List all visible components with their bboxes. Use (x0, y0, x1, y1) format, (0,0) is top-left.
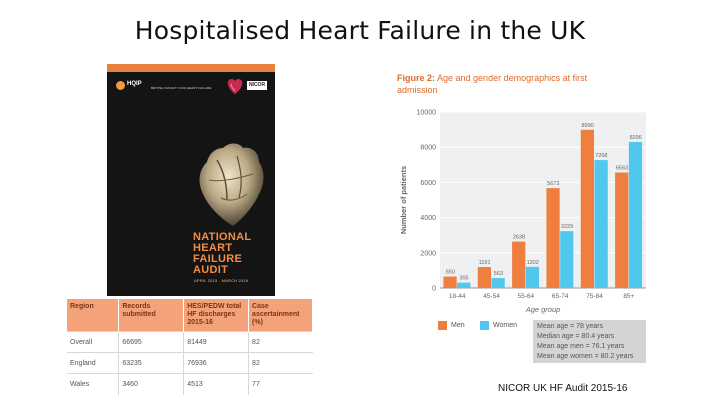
table-header-cell: HES/PEDW total HF discharges 2015-16 (183, 299, 250, 332)
bar-men (512, 241, 526, 288)
table-row: Overall 66695 81449 82 (67, 330, 313, 353)
bar-women (560, 231, 574, 288)
heart-logo-icon (227, 79, 243, 95)
bar-men (477, 267, 491, 288)
source-caption: NICOR UK HF Audit 2015-16 (498, 383, 628, 394)
table-header-cell: Region (67, 299, 120, 332)
y-tick-label: 8000 (420, 145, 436, 152)
x-tick-label: 85+ (623, 293, 634, 300)
data-label: 563 (494, 271, 503, 277)
table-cell: Overall (67, 330, 120, 353)
data-label: 650 (446, 270, 455, 276)
cover-title-line: FAILURE (193, 253, 243, 265)
y-tick-label: 2000 (420, 250, 436, 257)
bar-men (443, 276, 457, 288)
table-cell: 4513 (183, 373, 250, 395)
age-gender-bar-chart: 0 2000 4000 6000 8000 10000 650 305 18-44 1191563… (399, 110, 646, 314)
plot-background (440, 112, 646, 288)
table-cell: 77 (248, 373, 313, 395)
slide-title: Hospitalised Heart Failure in the UK (134, 16, 586, 45)
bar-men (615, 172, 629, 288)
table-row: England 63235 76936 82 (67, 352, 313, 374)
x-tick-label: 65-74 (552, 293, 569, 300)
x-tick-label: 18-44 (449, 293, 466, 300)
bar-women (594, 160, 608, 288)
bar-men (580, 129, 594, 288)
legend-swatch (480, 321, 489, 330)
figure-title: Figure 2: Age and gender demographics at… (397, 72, 627, 96)
bar-women (457, 282, 471, 288)
age-stats-box: Mean age = 78 years Median age = 80.4 ye… (533, 320, 646, 363)
x-axis-label: Age group (525, 305, 561, 314)
table-header-cell: Case ascertainment (%) (248, 299, 313, 332)
y-axis-label: Number of patients (399, 166, 408, 234)
legend-item-women: Women (480, 321, 517, 330)
hqip-circle-icon (116, 81, 125, 90)
region-table: Region Records submitted HES/PEDW total … (67, 299, 313, 395)
table-row: Wales 3460 4513 77 (67, 373, 313, 395)
data-label: 5673 (547, 181, 559, 187)
table-header-cell: Records submitted (118, 299, 185, 332)
bar-men (546, 188, 560, 288)
hqip-label: HQIP (127, 81, 142, 87)
stat-line: Mean age = 78 years (537, 323, 603, 330)
table-cell: 66695 (118, 330, 185, 353)
y-tick-label: 10000 (417, 110, 437, 117)
table-header-row: Region Records submitted HES/PEDW total … (67, 299, 313, 332)
data-label: 2638 (513, 235, 525, 241)
cover-title: NATIONAL HEART FAILURE AUDIT (193, 232, 251, 276)
report-cover: HQIP BRITISH SOCIETY FOR HEART FAILURE N… (107, 64, 275, 296)
table-cell: Wales (67, 373, 120, 395)
cover-title-line: NATIONAL (193, 231, 252, 243)
data-label: 8296 (630, 135, 642, 141)
bar-women (628, 141, 643, 288)
data-label: 3229 (561, 224, 573, 230)
anatomical-heart-image (199, 143, 264, 226)
data-label: 1202 (527, 260, 539, 266)
legend-swatch (438, 321, 447, 330)
x-tick-label: 75-84 (586, 293, 603, 300)
cover-title-line: HEART (193, 242, 233, 254)
stat-line: Mean age women = 80.2 years (537, 353, 634, 360)
table-cell: 76936 (183, 352, 250, 374)
table-cell: 82 (248, 352, 313, 374)
table-cell: 3460 (118, 373, 185, 395)
table-cell: 63235 (118, 352, 185, 374)
y-tick-label: 0 (432, 286, 436, 293)
hqip-logo: HQIP (116, 80, 142, 96)
legend-label: Men (451, 322, 465, 329)
x-tick-label: 55-64 (518, 293, 535, 300)
stat-line: Median age = 80.4 years (537, 333, 615, 340)
table-cell: 82 (248, 330, 313, 353)
table-cell: England (67, 352, 120, 374)
cover-title-line: AUDIT (193, 264, 229, 276)
figure-title-label: Figure 2: (397, 73, 436, 83)
data-label: 7268 (595, 153, 607, 159)
table-cell: 81449 (183, 330, 250, 353)
nicor-logo: NICOR (247, 81, 267, 90)
legend-label: Women (493, 322, 517, 329)
stat-line: Mean age men = 76.1 years (537, 343, 625, 350)
y-tick-label: 4000 (420, 215, 436, 222)
chart-legend: Men Women (438, 321, 530, 335)
society-label: BRITISH SOCIETY FOR HEART FAILURE (151, 86, 212, 90)
bar-women (525, 266, 540, 288)
bar-women (491, 278, 505, 288)
cover-date: APRIL 2015 - MARCH 2016 (194, 278, 249, 283)
data-label: 8990 (582, 123, 594, 129)
x-tick-label: 45-54 (483, 293, 500, 300)
data-label: 305 (459, 276, 468, 282)
data-label: 1191 (479, 260, 491, 266)
y-tick-label: 6000 (420, 180, 436, 187)
figure-title-text: Age and gender demographics at first adm… (397, 73, 588, 95)
data-label: 6563 (616, 165, 628, 171)
cover-top-band (107, 64, 275, 72)
legend-item-men: Men (438, 321, 465, 330)
